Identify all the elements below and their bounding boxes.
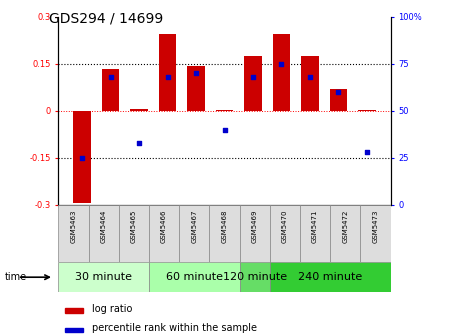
Text: GSM5466: GSM5466 (161, 210, 167, 243)
Text: GSM5463: GSM5463 (70, 210, 76, 243)
Bar (65, 308, 84, 312)
Text: 30 minute: 30 minute (75, 272, 132, 282)
Text: GSM5472: GSM5472 (342, 210, 348, 243)
Text: GDS294 / 14699: GDS294 / 14699 (49, 12, 163, 26)
Bar (179, 205, 209, 262)
Text: GSM5469: GSM5469 (252, 210, 258, 243)
Bar (149, 205, 179, 262)
Text: 240 minute: 240 minute (298, 272, 362, 282)
Bar (65, 328, 84, 332)
Bar (240, 205, 270, 262)
Bar (102, 69, 119, 111)
Bar (330, 205, 361, 262)
Point (79, 155, 86, 161)
Bar (216, 110, 233, 111)
Text: time: time (4, 272, 26, 282)
Point (107, 74, 114, 80)
Bar (58, 262, 149, 292)
Text: GSM5471: GSM5471 (312, 210, 318, 243)
Bar (300, 205, 330, 262)
Point (193, 71, 200, 76)
Text: log ratio: log ratio (92, 304, 132, 314)
Bar (159, 34, 176, 111)
Bar (270, 262, 391, 292)
Point (278, 61, 285, 67)
Bar (301, 56, 318, 111)
Bar (361, 205, 391, 262)
Point (306, 74, 313, 80)
Point (136, 140, 143, 145)
Point (164, 74, 171, 80)
Bar (88, 205, 119, 262)
Text: GSM5464: GSM5464 (101, 210, 107, 243)
Text: 120 minute: 120 minute (223, 272, 287, 282)
Point (249, 74, 256, 80)
Point (221, 127, 228, 132)
Point (335, 89, 342, 95)
Text: GSM5470: GSM5470 (282, 210, 288, 243)
Bar (209, 205, 240, 262)
Text: GSM5465: GSM5465 (131, 210, 137, 243)
Bar (74, 111, 91, 203)
Point (363, 150, 370, 155)
Bar (240, 262, 270, 292)
Text: GSM5468: GSM5468 (221, 210, 228, 243)
Bar (187, 66, 205, 111)
Bar (58, 205, 88, 262)
Text: GSM5467: GSM5467 (191, 210, 197, 243)
Text: percentile rank within the sample: percentile rank within the sample (92, 323, 256, 333)
Bar (358, 110, 375, 111)
Text: GSM5473: GSM5473 (373, 210, 379, 243)
Bar (131, 109, 148, 111)
Bar (273, 34, 290, 111)
Bar (270, 205, 300, 262)
Bar (149, 262, 240, 292)
Text: 60 minute: 60 minute (166, 272, 223, 282)
Bar (119, 205, 149, 262)
Bar (244, 56, 262, 111)
Bar (330, 89, 347, 111)
